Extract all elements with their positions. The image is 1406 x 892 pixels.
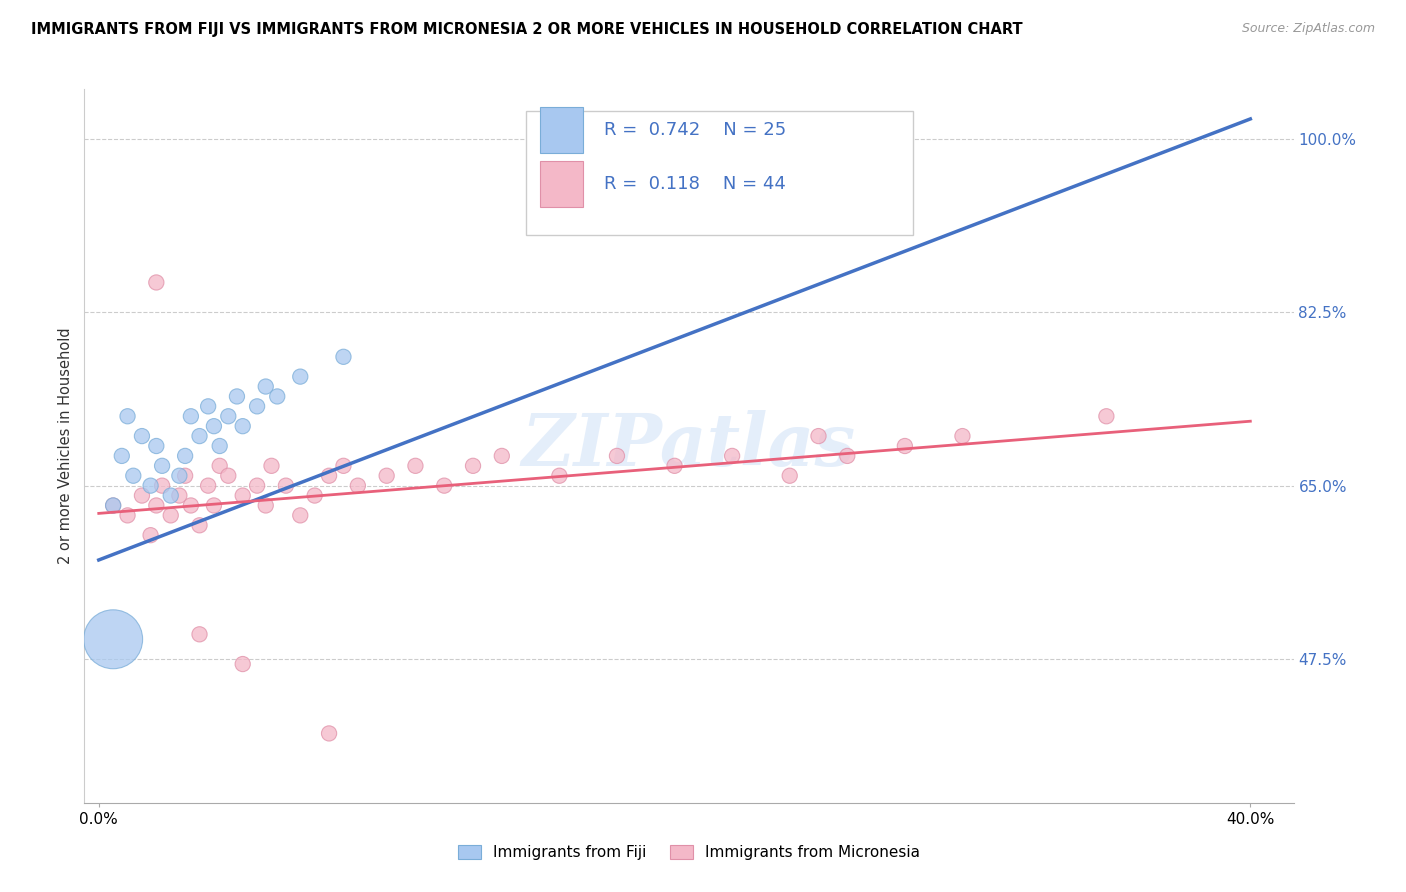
Point: [375, 468, 398, 483]
Point: [260, 458, 283, 473]
Text: ZIPatlas: ZIPatlas: [522, 410, 856, 482]
Legend: Immigrants from Fiji, Immigrants from Micronesia: Immigrants from Fiji, Immigrants from Mi…: [453, 839, 925, 866]
Point: [174, 449, 197, 463]
Point: [318, 726, 340, 740]
Bar: [540, 161, 582, 207]
Point: [807, 429, 830, 443]
Point: [779, 468, 801, 483]
Point: [188, 429, 211, 443]
Point: [169, 489, 191, 503]
Point: [169, 468, 191, 483]
Point: [159, 508, 181, 523]
Point: [150, 478, 173, 492]
Text: Source: ZipAtlas.com: Source: ZipAtlas.com: [1241, 22, 1375, 36]
Point: [197, 400, 219, 414]
Point: [145, 499, 167, 513]
Point: [197, 478, 219, 492]
Point: [226, 389, 249, 403]
Point: [246, 400, 269, 414]
Point: [122, 468, 145, 483]
Point: [332, 350, 354, 364]
Point: [491, 449, 513, 463]
Point: [117, 508, 139, 523]
Point: [461, 458, 484, 473]
Point: [232, 657, 254, 671]
Point: [837, 449, 859, 463]
Point: [180, 499, 202, 513]
Point: [139, 478, 162, 492]
Point: [217, 468, 239, 483]
Point: [254, 499, 277, 513]
Point: [159, 489, 181, 503]
Point: [202, 419, 225, 434]
FancyBboxPatch shape: [526, 111, 912, 235]
Point: [606, 449, 628, 463]
Text: R =  0.118    N = 44: R = 0.118 N = 44: [605, 175, 786, 193]
Point: [111, 449, 134, 463]
Point: [1095, 409, 1118, 424]
Point: [180, 409, 202, 424]
Point: [721, 449, 744, 463]
Point: [174, 468, 197, 483]
Point: [266, 389, 288, 403]
Point: [131, 429, 153, 443]
Point: [548, 468, 571, 483]
Point: [131, 489, 153, 503]
Point: [304, 489, 326, 503]
Point: [145, 439, 167, 453]
Point: [208, 439, 231, 453]
Point: [332, 458, 354, 473]
Point: [145, 276, 167, 290]
Point: [404, 458, 426, 473]
Point: [101, 499, 124, 513]
Point: [894, 439, 917, 453]
Y-axis label: 2 or more Vehicles in Household: 2 or more Vehicles in Household: [58, 327, 73, 565]
Point: [139, 528, 162, 542]
Text: R =  0.742    N = 25: R = 0.742 N = 25: [605, 121, 786, 139]
Point: [664, 458, 686, 473]
Point: [188, 627, 211, 641]
Point: [290, 369, 312, 384]
Point: [318, 468, 340, 483]
Point: [188, 518, 211, 533]
Point: [117, 409, 139, 424]
Point: [290, 508, 312, 523]
Point: [208, 458, 231, 473]
Point: [232, 419, 254, 434]
Point: [246, 478, 269, 492]
Point: [347, 478, 370, 492]
Point: [217, 409, 239, 424]
Point: [101, 632, 124, 647]
Point: [254, 379, 277, 393]
Bar: [540, 107, 582, 153]
Point: [433, 478, 456, 492]
Point: [202, 499, 225, 513]
Point: [274, 478, 297, 492]
Text: IMMIGRANTS FROM FIJI VS IMMIGRANTS FROM MICRONESIA 2 OR MORE VEHICLES IN HOUSEHO: IMMIGRANTS FROM FIJI VS IMMIGRANTS FROM …: [31, 22, 1022, 37]
Point: [232, 489, 254, 503]
Point: [952, 429, 974, 443]
Point: [150, 458, 173, 473]
Point: [101, 499, 124, 513]
